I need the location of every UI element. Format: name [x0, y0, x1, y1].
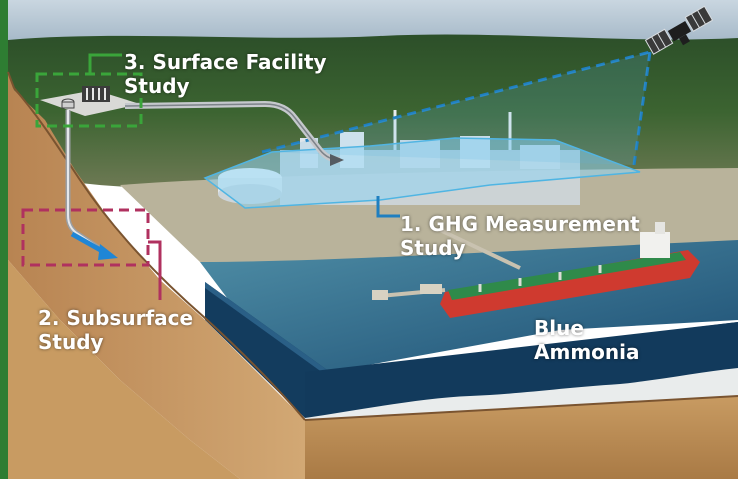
ghg-measurement-label: 1. GHG Measurement Study	[400, 212, 640, 260]
jetty	[372, 228, 521, 300]
ship-icon	[440, 222, 700, 318]
ghg-measurement-label-line2: Study	[400, 236, 466, 260]
surface-facility-label-line2: Study	[124, 74, 190, 98]
ghg-callout-line	[376, 196, 400, 218]
blue-ammonia-label: Blue Ammonia	[534, 316, 640, 364]
wellhead-icon	[61, 98, 75, 109]
subsurface-box	[21, 208, 150, 267]
soil-slope-line	[13, 87, 306, 421]
satellite-beam-fill	[262, 52, 650, 165]
surface-facility-label: 3. Surface Facility Study	[124, 50, 327, 98]
satellite-beam-left	[261, 50, 651, 154]
surface-pad	[40, 90, 140, 116]
surface-facility-label-line1: 3. Surface Facility	[124, 50, 327, 74]
ghg-measurement-label-line1: 1. GHG Measurement	[400, 212, 640, 236]
blue-ammonia-label-line2: Ammonia	[534, 340, 640, 364]
compressor-icon	[82, 86, 110, 102]
blue-ammonia-label-line1: Blue	[534, 316, 584, 340]
wellbore	[65, 110, 104, 253]
soil-left-face	[8, 72, 240, 479]
satellite-beam-right	[632, 51, 652, 166]
soil-wedge	[8, 72, 305, 479]
subsurface-label: 2. Subsurface Study	[38, 306, 193, 354]
sea-top-edge	[205, 282, 330, 378]
surface-callout-line	[88, 53, 122, 74]
sea-front-face	[305, 322, 738, 418]
subsurface-label-line1: 2. Subsurface	[38, 306, 194, 330]
subsurface-label-line2: Study	[38, 330, 104, 354]
left-border	[0, 0, 8, 479]
pipeline-icon	[124, 100, 344, 166]
subsurface-callout-line	[148, 240, 162, 300]
wellbore-arrow	[70, 231, 118, 260]
satellite-icon	[644, 5, 714, 55]
soil-front-base	[305, 396, 738, 479]
